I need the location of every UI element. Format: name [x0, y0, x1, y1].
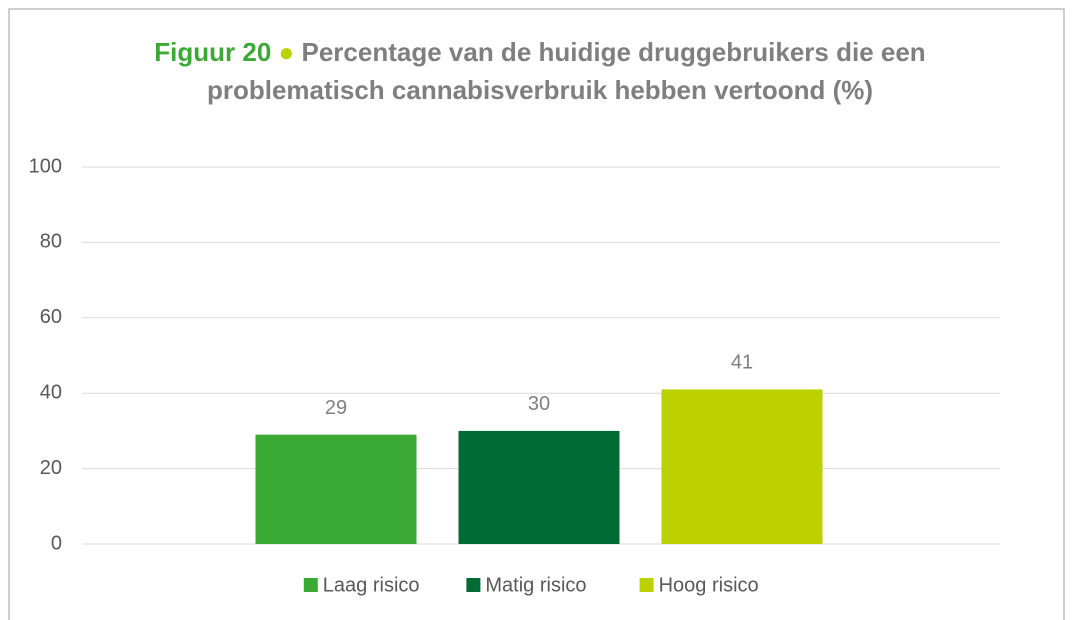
figure-number: Figuur 20 [154, 37, 272, 67]
y-tick-label: 20 [40, 457, 62, 479]
legend-label: Laag risico [323, 574, 420, 596]
legend-swatch [466, 578, 481, 592]
legend-label: Hoog risico [659, 574, 759, 596]
legend-label: Matig risico [485, 574, 586, 596]
data-label: 29 [325, 397, 347, 419]
y-tick-label: 0 [51, 532, 62, 554]
legend-swatch [303, 578, 318, 592]
bar [458, 430, 620, 544]
data-label: 30 [528, 393, 550, 415]
y-tick-label: 40 [40, 381, 62, 403]
title-text: Percentage van de huidige druggebruikers… [206, 37, 926, 105]
y-tick-label: 100 [29, 155, 62, 177]
y-tick-label: 60 [40, 306, 62, 328]
title-bullet: ● [278, 37, 295, 67]
y-tick-label: 80 [40, 231, 62, 253]
chart-border [8, 8, 1065, 620]
bar [661, 389, 823, 544]
chart-title: Figuur 20 ● Percentage van de huidige dr… [140, 33, 940, 109]
bar [255, 434, 417, 544]
data-label: 41 [731, 352, 753, 374]
legend-swatch [639, 578, 654, 592]
